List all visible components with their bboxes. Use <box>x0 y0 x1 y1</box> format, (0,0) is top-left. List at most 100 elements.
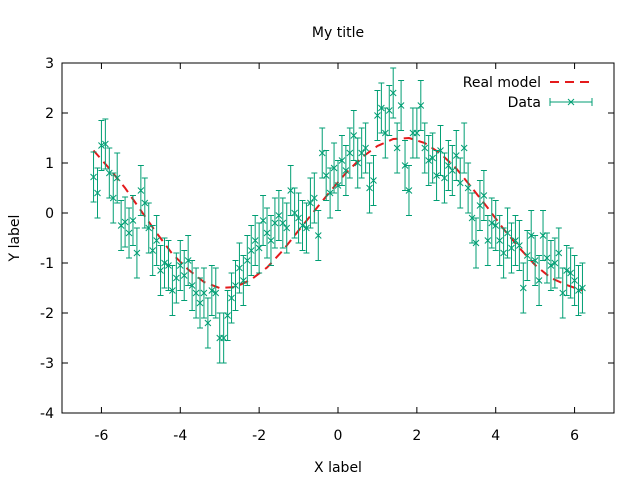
data-point <box>460 122 468 174</box>
series-layer <box>90 67 586 364</box>
data-point <box>393 122 401 174</box>
data-point <box>374 90 381 141</box>
y-tick-label: 0 <box>45 206 54 222</box>
data-point <box>472 217 480 269</box>
legend-label-data: Data <box>508 95 541 111</box>
data-point <box>326 167 334 219</box>
chart-title: My title <box>312 25 364 41</box>
data-point <box>433 150 440 201</box>
data-point <box>437 125 444 176</box>
data-point <box>109 172 117 224</box>
legend-label-real-model: Real model <box>463 75 541 91</box>
data-point <box>98 120 105 171</box>
data-point <box>330 142 338 194</box>
data-point <box>149 225 157 276</box>
data-point <box>476 180 484 231</box>
data-point <box>571 255 578 306</box>
data-point <box>204 297 212 349</box>
data-point <box>176 240 184 291</box>
x-tick-label: -2 <box>252 428 266 444</box>
data-point <box>236 242 243 294</box>
data-point <box>378 82 385 134</box>
data-point <box>295 192 302 244</box>
data-point <box>240 255 247 306</box>
data-point <box>342 145 350 196</box>
data-point <box>405 165 413 216</box>
data-point <box>441 152 448 204</box>
data-point <box>523 230 531 281</box>
data-point <box>539 210 547 261</box>
data-point <box>307 177 314 229</box>
data-point <box>508 222 515 274</box>
data-point <box>358 127 366 179</box>
data-point <box>429 132 436 184</box>
data-point <box>172 252 180 304</box>
data-point <box>208 265 216 316</box>
y-tick-label: -2 <box>40 306 54 322</box>
data-point <box>448 145 456 196</box>
data-point <box>157 245 164 296</box>
data-point <box>338 135 346 186</box>
data-point <box>113 152 121 204</box>
data-point <box>275 190 283 241</box>
data-point <box>504 207 511 259</box>
data-point <box>192 267 200 319</box>
data-point <box>445 140 452 191</box>
data-point <box>366 162 373 214</box>
data-point <box>543 232 551 284</box>
data-point <box>263 207 271 259</box>
x-tick-label: 0 <box>334 428 343 444</box>
data-point <box>389 67 397 119</box>
data-point <box>310 172 318 224</box>
x-axis-label: X label <box>314 460 362 476</box>
data-point <box>102 118 109 170</box>
data-point <box>318 127 326 179</box>
data-point <box>350 110 358 161</box>
data-point <box>251 215 259 266</box>
data-point <box>464 162 472 214</box>
data-point <box>567 247 574 299</box>
data-point <box>224 290 231 341</box>
data-point <box>314 210 322 261</box>
data-point <box>409 107 417 159</box>
data-point <box>555 227 563 279</box>
data-point <box>94 167 101 219</box>
data-point <box>563 245 571 296</box>
data-point <box>413 107 421 159</box>
data-point <box>220 312 228 364</box>
data-point <box>575 265 582 316</box>
legend: Real model Data <box>463 75 593 111</box>
data-point <box>129 195 137 246</box>
x-tick-label: 2 <box>412 428 421 444</box>
data-point <box>531 235 539 286</box>
data-point <box>500 227 507 279</box>
axis-ticks: -6 -4 -2 0 2 4 6 -4 -3 -2 -1 0 1 2 3 <box>40 56 614 444</box>
data-point <box>516 220 523 271</box>
data-point <box>291 187 298 239</box>
data-point <box>133 227 141 279</box>
data-point <box>200 267 208 319</box>
data-point <box>496 215 504 266</box>
x-tick-label: -6 <box>94 428 108 444</box>
data-point <box>527 210 535 261</box>
data-point <box>125 207 133 259</box>
data-point <box>421 122 429 174</box>
y-tick-label: -1 <box>40 256 54 272</box>
x-tick-label: 6 <box>570 428 579 444</box>
data-point <box>559 267 567 319</box>
data-point <box>299 200 306 251</box>
data-point <box>216 312 224 364</box>
y-tick-label: 2 <box>45 106 54 122</box>
data-point <box>232 260 239 311</box>
data-point <box>279 197 287 249</box>
data-point <box>346 127 354 179</box>
data-point <box>267 215 275 266</box>
legend-swatch-data <box>549 98 593 106</box>
data-point <box>397 80 405 131</box>
data-point <box>362 122 369 174</box>
data-point <box>484 215 492 266</box>
x-tick-label: -4 <box>173 428 187 444</box>
data-point <box>417 80 425 131</box>
data-point <box>121 196 129 248</box>
